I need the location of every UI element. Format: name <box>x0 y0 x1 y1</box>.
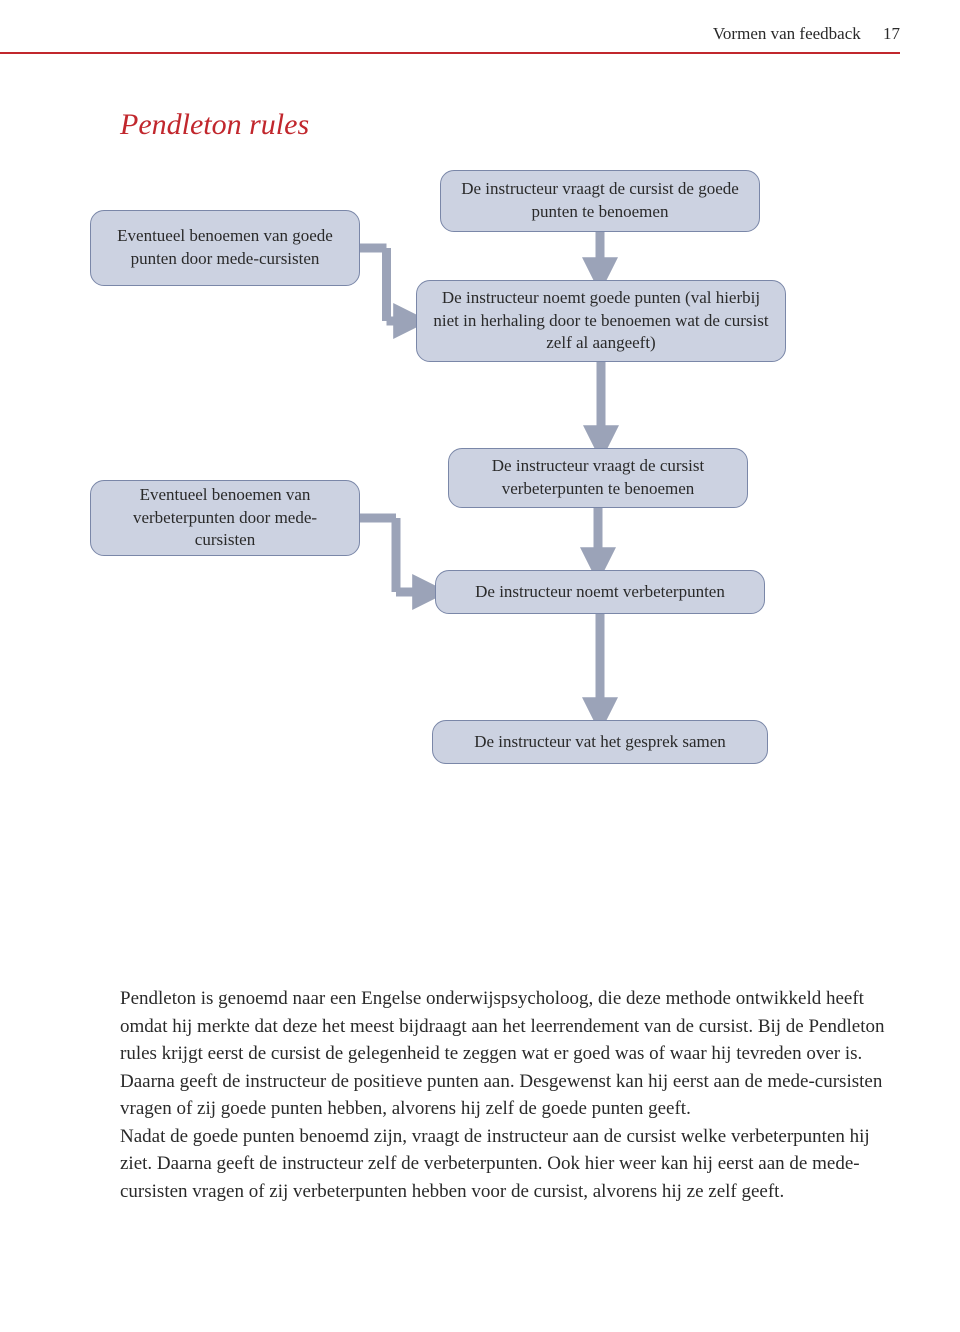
flowchart-node: De instructeur noemt verbeterpunten <box>435 570 765 614</box>
diagram-title: Pendleton rules <box>120 108 309 142</box>
flowchart-node: Eventueel benoemen van verbeterpunten do… <box>90 480 360 556</box>
flowchart-node: De instructeur vraagt de cursist de goed… <box>440 170 760 232</box>
body-text: Pendleton is genoemd naar een Engelse on… <box>120 985 900 1205</box>
flowchart-node: De instructeur noemt goede punten (val h… <box>416 280 786 362</box>
flowchart-node: Eventueel benoemen van goede punten door… <box>90 210 360 286</box>
flowchart-node: De instructeur vat het gesprek samen <box>432 720 768 764</box>
flowchart-node: De instructeur vraagt de cursist verbete… <box>448 448 748 508</box>
paragraph-2: Nadat de goede punten benoemd zijn, vraa… <box>120 1123 900 1206</box>
paragraph-1: Pendleton is genoemd naar een Engelse on… <box>120 985 900 1123</box>
header-rule <box>0 52 900 54</box>
running-title: Vormen van feedback <box>713 24 861 43</box>
running-header: Vormen van feedback 17 <box>713 24 900 44</box>
flowchart: Eventueel benoemen van goede punten door… <box>50 170 910 950</box>
page-number: 17 <box>883 24 900 43</box>
